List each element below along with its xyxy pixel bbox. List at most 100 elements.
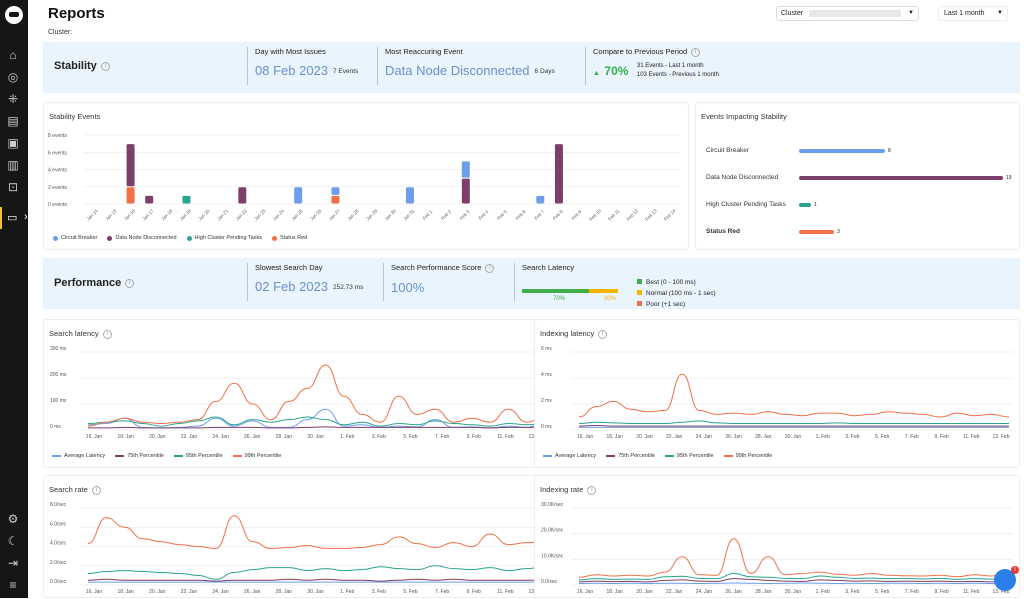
x-tick-label: Feb 2 — [440, 209, 452, 221]
x-tick-label: 16. Jan — [577, 434, 594, 440]
legend-label: 99th Percentile — [735, 453, 773, 459]
info-icon[interactable]: i — [100, 61, 110, 71]
bar — [554, 144, 563, 204]
event-row-label: Status Red — [706, 228, 740, 235]
info-icon[interactable]: i — [102, 329, 112, 339]
compare-last: 31 Events - Last 1 month — [636, 62, 704, 69]
x-tick-label: 1. Feb — [340, 589, 354, 595]
bar — [238, 187, 247, 204]
legend-line — [543, 455, 552, 457]
x-tick-label: 26. Jan — [244, 434, 261, 440]
search-report-icon[interactable]: ⊡ — [7, 180, 19, 194]
x-tick-label: 1. Feb — [816, 434, 830, 440]
search-latency-card: Search latency i 0 ms 100 ms 200 ms 300 ms 16… — [43, 319, 556, 468]
main-content: Reports Cluster: Cluster ▼ Last 1 month … — [28, 0, 1024, 598]
time-range-select[interactable]: Last 1 month ▼ — [938, 6, 1008, 21]
info-icon[interactable]: i — [91, 485, 101, 495]
event-row-label: High Cluster Pending Tasks — [706, 201, 786, 208]
legend-label: Data Node Disconnected — [115, 235, 177, 241]
x-tick-label: Jan 26 — [309, 208, 322, 221]
x-tick-label: 20. Jan — [636, 434, 653, 440]
card-title: Stability Events — [49, 112, 101, 121]
target-icon[interactable]: ◎ — [7, 70, 19, 84]
legend-dot — [186, 235, 192, 241]
x-tick-label: 7. Feb — [905, 589, 919, 595]
x-tick-label: 22. Jan — [666, 434, 683, 440]
kpi-value: 100% — [391, 279, 425, 295]
indexing-rate-chart: 0.0/sec 10.0K/sec 20.0K/sec 30.0K/sec 16. Ja… — [541, 502, 1013, 595]
dashboard-icon[interactable]: ▤ — [7, 114, 19, 128]
server-icon[interactable]: ▣ — [7, 136, 19, 150]
y-tick-label: 2.0/sec — [50, 560, 67, 566]
info-icon[interactable]: i — [587, 485, 597, 495]
y-tick-label: 30.0K/sec — [541, 502, 564, 508]
x-tick-label: 28. Jan — [755, 434, 772, 440]
legend-label: Average Latency — [64, 453, 106, 459]
kpi-label: Compare to Previous Period i — [593, 47, 719, 57]
cluster-select[interactable]: Cluster ▼ — [776, 6, 919, 21]
info-icon[interactable]: i — [485, 263, 495, 273]
event-row-value: 8 — [888, 148, 891, 154]
x-tick-label: Jan 16 — [123, 208, 136, 221]
info-icon[interactable]: i — [125, 278, 135, 288]
y-tick-label: 4 ms — [541, 372, 552, 378]
x-tick-label: 22. Jan — [666, 589, 683, 595]
series-line — [578, 572, 1010, 581]
x-tick-label: Jan 30 — [384, 208, 397, 221]
x-tick-label: 11. Feb — [497, 434, 514, 440]
x-tick-label: 13. Feb — [993, 589, 1010, 595]
y-tick-label: 0.0/sec — [541, 579, 558, 585]
moon-icon[interactable]: ☾ — [7, 534, 19, 548]
cluster-label: Cluster: — [48, 29, 73, 36]
logout-icon[interactable]: ⇥ — [7, 556, 19, 570]
settings-icon[interactable]: ⚙ — [7, 512, 19, 526]
x-tick-label: 11. Feb — [963, 589, 980, 595]
search-latency-chart: 0 ms 100 ms 200 ms 300 ms 16. Jan 18. Jan 20. … — [50, 346, 549, 440]
series-line — [88, 426, 546, 429]
x-tick-label: 28. Jan — [755, 589, 772, 595]
x-tick-label: 28. Jan — [276, 434, 293, 440]
home-icon[interactable]: ⌂ — [9, 48, 17, 62]
legend-label: Average Latency — [555, 453, 597, 459]
menu-icon[interactable]: ≡ — [9, 578, 17, 592]
stability-title: Stability i — [54, 60, 110, 72]
legend-line — [232, 455, 242, 457]
x-tick-label: Feb 1 — [422, 209, 434, 221]
x-tick-label: Jan 27 — [328, 208, 341, 221]
info-icon[interactable]: i — [691, 47, 701, 57]
search-latency-summary: Search Latency 70% 30% Best (0 - 100 ms)… — [514, 263, 774, 308]
chat-button[interactable] — [994, 569, 1016, 591]
legend-dot — [107, 235, 113, 241]
kpi-label: Most Reaccuring Event — [385, 47, 463, 56]
latency-legend-item: Normal (100 ms - 1 sec) — [637, 288, 716, 299]
x-tick-label: 20. Jan — [149, 434, 166, 440]
x-tick-label: Jan 29 — [365, 208, 378, 221]
latency-bar — [522, 289, 618, 293]
card-title: Search rate i — [49, 485, 101, 495]
legend-dot — [53, 235, 58, 241]
info-icon[interactable]: i — [598, 329, 608, 339]
y-tick-label: 0.0/sec — [50, 579, 67, 585]
card-title: Indexing rate i — [540, 485, 597, 495]
legend-label: 99th Percentile — [244, 453, 282, 459]
series-line — [578, 373, 1010, 418]
x-tick-label: 24. Jan — [696, 589, 713, 595]
nodes-icon[interactable]: ⁜ — [7, 92, 19, 106]
y-tick-label: 200 ms — [50, 372, 67, 378]
most-recurring-event: Most Reaccuring Event Data Node Disconne… — [377, 47, 555, 85]
indexing-latency-chart: 0 ms 2 ms 4 ms 6 ms 16. Jan 18. Jan 20. Jan 22.… — [541, 346, 1013, 440]
x-tick-label: Jan 21 — [216, 208, 229, 221]
series-line — [578, 420, 1009, 424]
x-tick-label: Jan 23 — [253, 208, 266, 221]
map-icon[interactable]: ▥ — [7, 158, 19, 172]
logo-icon — [5, 6, 23, 24]
chat-badge: 1 — [1011, 566, 1019, 574]
bar — [331, 195, 340, 204]
legend-line — [723, 455, 733, 457]
x-tick-label: 20. Jan — [149, 589, 166, 595]
chevron-down-icon: ▼ — [997, 10, 1003, 16]
stability-events-chart: 0 events 2 events 4 events 6 events 8 events… — [48, 133, 680, 222]
series-line — [578, 582, 1010, 584]
y-tick-label: 4.0/sec — [50, 541, 67, 547]
bar — [405, 187, 414, 204]
